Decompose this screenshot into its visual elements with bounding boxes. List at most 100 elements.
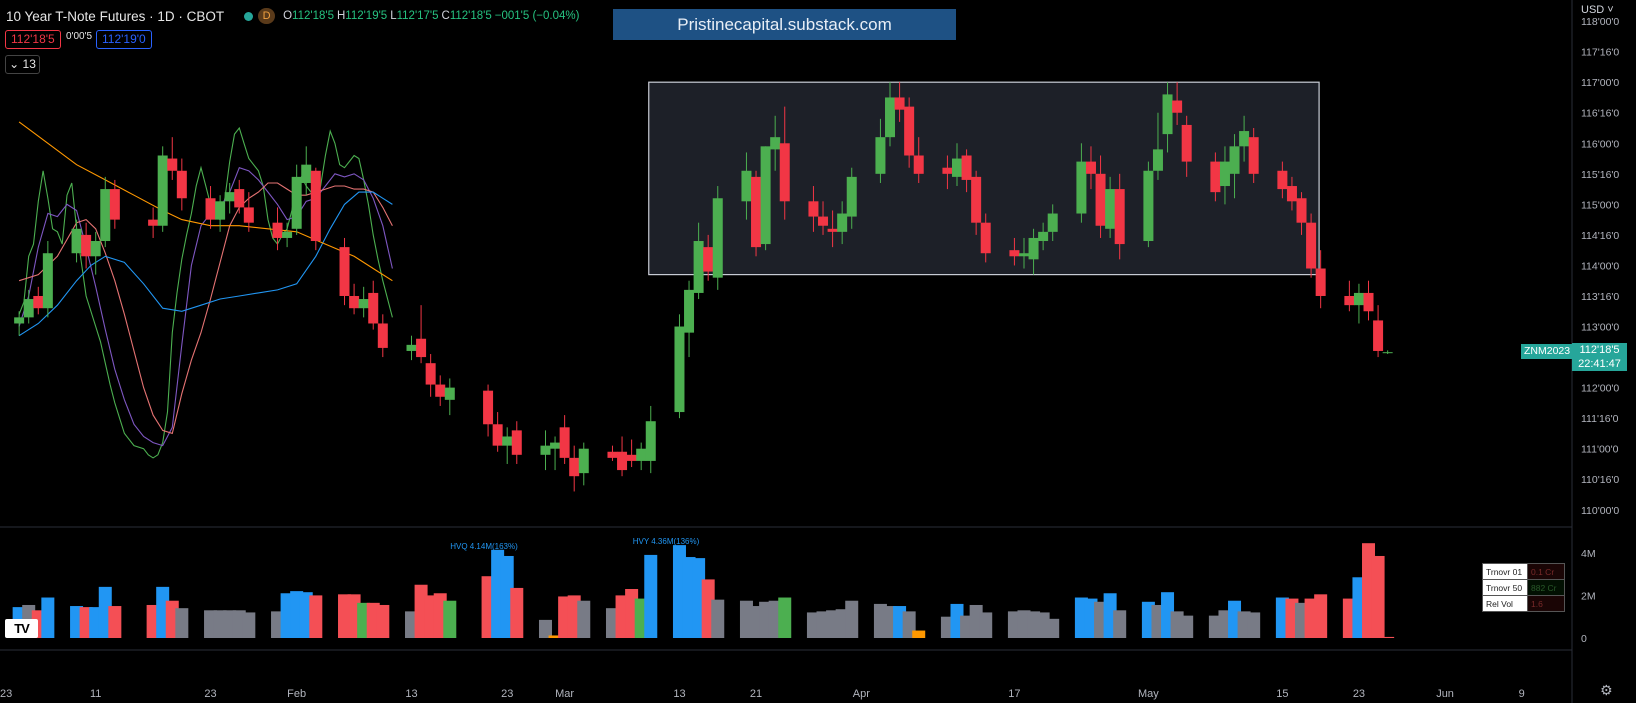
candle-body <box>837 213 848 232</box>
price-tick-label: 113'00'0 <box>1581 322 1619 334</box>
candle <box>33 286 44 315</box>
tradingview-logo-icon[interactable]: TV <box>5 619 38 638</box>
watermark-banner: Pristinecapital.substack.com <box>613 9 956 40</box>
candle <box>90 231 101 275</box>
candle <box>100 176 111 248</box>
ma-line-sma_blue <box>18 191 393 337</box>
candle-body <box>1306 222 1317 269</box>
candle-body <box>693 241 704 293</box>
candle <box>358 286 369 318</box>
price-axis[interactable]: 110'00'0 110'16'0 111'00'0 111'16'0 112'00'0… <box>1581 16 1619 517</box>
candle-body <box>741 170 752 202</box>
moving-average-lines <box>18 121 393 459</box>
candle <box>846 167 857 229</box>
candle-body <box>1038 231 1049 242</box>
candle <box>310 167 321 251</box>
volume-bar <box>1113 610 1127 638</box>
currency-selector[interactable]: USD ˅ <box>1581 4 1614 16</box>
ma-line-ema_fast <box>18 126 393 459</box>
candle <box>1038 222 1049 251</box>
candle <box>1105 176 1116 238</box>
interval-badge[interactable]: D <box>258 8 276 24</box>
volume-bar <box>443 600 457 638</box>
ma-line-ema_slow <box>18 182 393 435</box>
sell-button[interactable]: 112'18'5 <box>5 30 61 49</box>
volume-bar <box>1371 555 1385 638</box>
candle <box>416 305 427 364</box>
candle-body <box>645 421 656 461</box>
candle-body <box>1286 186 1297 202</box>
candle <box>1085 146 1096 190</box>
candle-body <box>1239 131 1250 147</box>
chevron-down-icon: ˅ <box>1604 4 1614 16</box>
candle <box>272 207 283 251</box>
candle-body <box>904 106 915 156</box>
table-label: Trnovr 01 <box>1482 563 1528 580</box>
price-tick-label: 110'16'0 <box>1581 474 1619 486</box>
time-tick-label: 23 <box>1353 688 1365 700</box>
candle <box>349 283 360 315</box>
volume-bar <box>376 604 390 638</box>
candle <box>779 106 790 220</box>
candle-body <box>23 299 34 318</box>
candle-body <box>617 451 628 471</box>
candle-body <box>808 201 819 217</box>
candle <box>14 311 25 336</box>
volume-bar <box>175 608 189 638</box>
candle-body <box>90 241 101 257</box>
candle-body <box>846 176 857 217</box>
candle <box>1219 146 1230 205</box>
price-tick-label: 113'16'0 <box>1581 291 1619 303</box>
candle <box>1363 280 1374 321</box>
ohlc-open: O112'18'5 <box>283 10 334 22</box>
ohlc-value: 112'17'5 <box>396 10 439 22</box>
market-status-icon[interactable] <box>244 11 254 21</box>
candle <box>444 378 455 416</box>
buy-button[interactable]: 112'19'0 <box>96 30 152 49</box>
candle <box>626 439 637 468</box>
candle-body <box>636 448 647 461</box>
time-tick-label: 21 <box>750 688 762 700</box>
time-tick-label: 2023 <box>0 688 12 700</box>
candle-body <box>1315 268 1326 296</box>
candle <box>617 436 628 477</box>
ohlc-key: H <box>336 10 346 22</box>
chevron-down-icon: ⌄ <box>9 57 23 71</box>
candle-body <box>157 155 168 226</box>
candle-body <box>1248 137 1259 174</box>
candle-body <box>358 299 369 309</box>
candle <box>569 445 580 492</box>
candle-body <box>483 390 494 425</box>
candle-body <box>952 158 962 177</box>
price-tick-label: 117'16'0 <box>1581 47 1619 59</box>
volume-bar <box>912 630 926 638</box>
time-tick-label: 13 <box>673 688 685 700</box>
candle-body <box>339 247 350 296</box>
volume-bars <box>12 543 1395 638</box>
candle-body <box>377 323 388 348</box>
time-axis[interactable]: 2023 11 23 Feb 13 23 Mar 13 21 Apr 17 May 15 23 Jun 9 <box>0 688 1525 700</box>
candle <box>607 445 618 461</box>
time-tick-label: 13 <box>405 688 417 700</box>
gear-icon[interactable]: ⚙ <box>1600 682 1613 698</box>
price-tick-label: 118'00'0 <box>1581 16 1619 28</box>
candle <box>703 234 714 281</box>
symbol-title[interactable]: 10 Year T-Note Futures · 1D · CBOT <box>6 8 225 24</box>
time-tick-label: Mar <box>555 688 574 700</box>
volume-bar <box>242 612 256 638</box>
candle <box>1344 280 1355 312</box>
candle-body <box>502 436 513 446</box>
candle-body <box>875 137 886 174</box>
time-tick-label: May <box>1138 688 1159 700</box>
time-tick-label: 17 <box>1008 688 1020 700</box>
candle <box>674 314 685 419</box>
volume-bar <box>309 595 323 638</box>
table-row: Trnovr 50 882 Cr <box>1482 579 1565 596</box>
candle <box>148 207 159 238</box>
candle <box>1248 128 1259 183</box>
candle-body <box>425 363 436 385</box>
candle <box>818 201 829 235</box>
candle <box>913 137 924 183</box>
indicators-toggle-button[interactable]: ⌄ 13 <box>5 55 40 74</box>
